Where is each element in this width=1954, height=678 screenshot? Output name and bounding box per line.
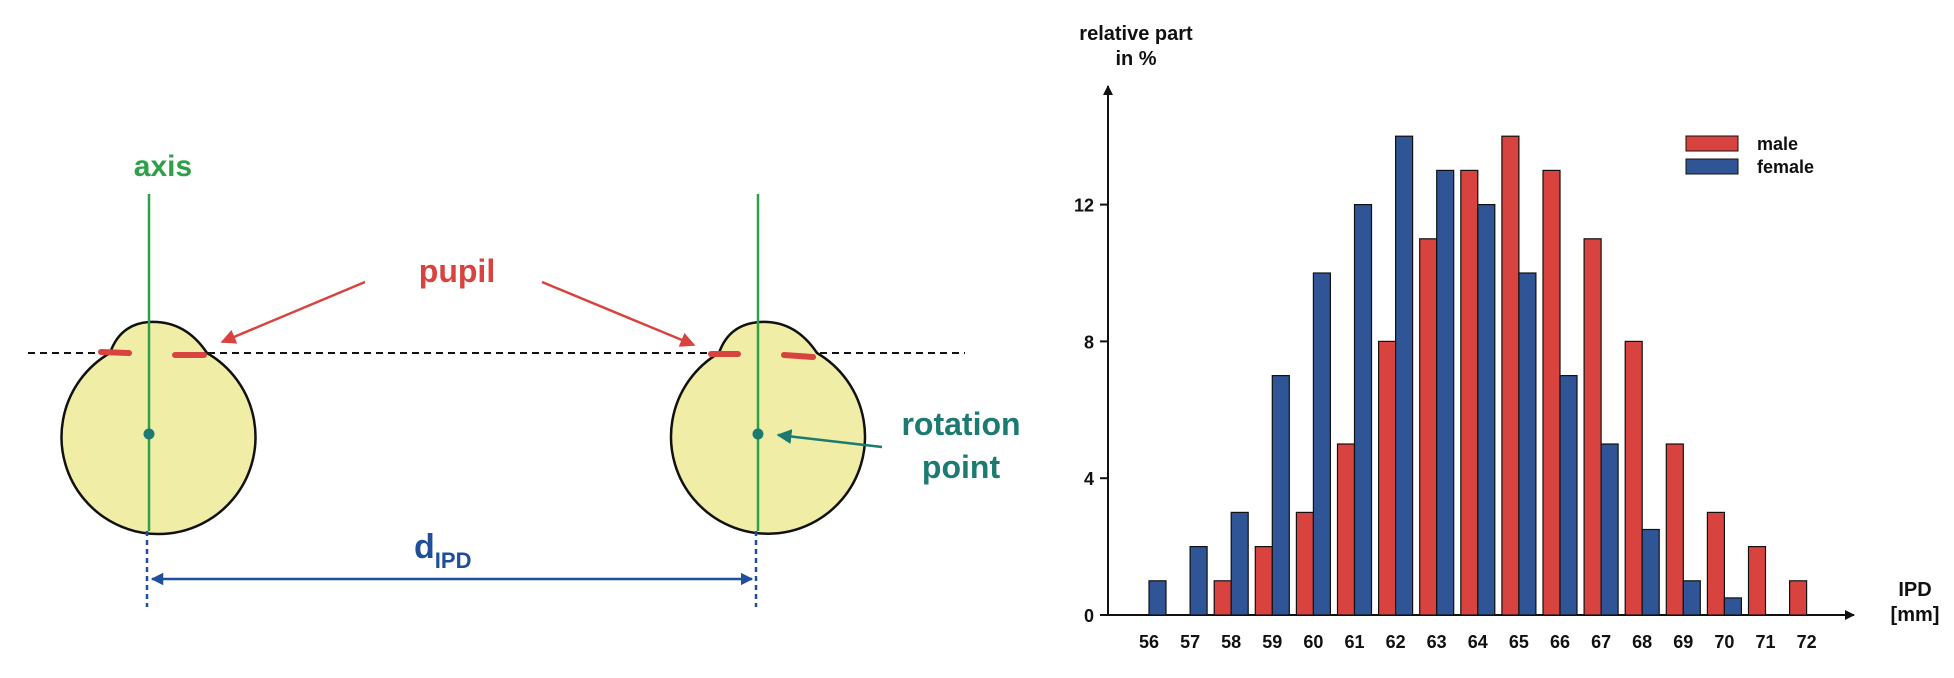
legend: male female xyxy=(1685,134,1814,177)
bar-female-61 xyxy=(1353,204,1373,616)
y-axis-label-line2: in % xyxy=(1115,48,1156,70)
x-tick-label: 71 xyxy=(1755,632,1775,652)
ipd-distance-label: dIPD xyxy=(414,528,471,573)
ipd-distance-subscript: IPD xyxy=(435,548,472,573)
right-eye-outline xyxy=(669,320,867,535)
legend-swatch-female xyxy=(1685,158,1739,175)
left-pupil-mark-left xyxy=(98,349,132,356)
bar-male-60 xyxy=(1295,511,1315,616)
bar-female-58 xyxy=(1230,511,1249,616)
x-tick-label: 68 xyxy=(1632,632,1652,652)
y-axis-label-line1: relative part xyxy=(1079,23,1193,45)
x-tick-label: 69 xyxy=(1673,632,1693,652)
bar-male-72 xyxy=(1788,580,1808,616)
bar-female-63 xyxy=(1436,169,1455,616)
bar-female-62 xyxy=(1394,135,1414,616)
right-pupil-mark-right xyxy=(781,352,816,360)
x-tick-label: 58 xyxy=(1221,632,1241,652)
x-tick-label: 70 xyxy=(1714,632,1734,652)
bar-female-56 xyxy=(1148,580,1167,616)
left-eye-outline xyxy=(60,320,257,536)
bar-male-65 xyxy=(1501,135,1520,616)
bar-male-58 xyxy=(1213,580,1232,616)
bar-female-60 xyxy=(1312,272,1332,616)
ipd-histogram: relative part in % IPD [mm] 0 4 8 12 56 57 58… xyxy=(1074,23,1939,652)
bar-female-57 xyxy=(1189,545,1208,616)
bar-female-69 xyxy=(1682,580,1701,616)
left-eye xyxy=(60,194,257,607)
bar-male-71 xyxy=(1747,545,1767,616)
rotation-point-label-line2: point xyxy=(922,449,1001,485)
legend-label-female: female xyxy=(1757,157,1814,177)
ipd-diagram: axis pupil rotation point dIPD xyxy=(28,150,1021,607)
y-tick-label: 8 xyxy=(1084,332,1094,352)
bar-male-63 xyxy=(1419,238,1438,616)
rotation-point-label-line1: rotation xyxy=(901,406,1020,442)
bars xyxy=(1148,135,1808,616)
x-tick-label: 57 xyxy=(1180,632,1200,652)
bar-male-67 xyxy=(1583,238,1602,616)
bar-male-64 xyxy=(1460,169,1479,616)
x-tick-label: 60 xyxy=(1303,632,1323,652)
bar-male-66 xyxy=(1542,169,1561,616)
left-rotation-point xyxy=(143,428,155,440)
right-rotation-point xyxy=(752,428,764,440)
legend-label-male: male xyxy=(1757,134,1798,154)
x-tick-label: 64 xyxy=(1468,632,1488,652)
bar-female-64 xyxy=(1477,204,1496,616)
x-tick-label: 59 xyxy=(1262,632,1282,652)
x-ticks: 56 57 58 59 60 61 62 63 64 65 66 67 68 69 70 71 72 xyxy=(1139,632,1817,652)
bar-female-66 xyxy=(1559,375,1578,616)
x-axis-label-line2: [mm] xyxy=(1891,604,1940,626)
bar-male-70 xyxy=(1706,511,1726,616)
pupil-arrow-right xyxy=(541,280,696,347)
bar-female-59 xyxy=(1271,375,1290,616)
x-tick-label: 65 xyxy=(1509,632,1529,652)
right-eye xyxy=(669,194,867,607)
ipd-distance-main: d xyxy=(414,528,435,566)
bar-male-61 xyxy=(1336,443,1356,616)
bar-male-59 xyxy=(1254,545,1273,616)
bar-male-68 xyxy=(1624,340,1643,616)
bar-male-62 xyxy=(1377,340,1397,616)
x-tick-label: 72 xyxy=(1797,632,1817,652)
bar-male-69 xyxy=(1665,443,1684,616)
y-tick-label: 12 xyxy=(1074,196,1094,216)
x-tick-label: 63 xyxy=(1427,632,1447,652)
x-tick-label: 66 xyxy=(1550,632,1570,652)
y-tick-label: 4 xyxy=(1084,469,1094,489)
legend-swatch-male xyxy=(1685,135,1739,152)
x-tick-label: 61 xyxy=(1344,632,1364,652)
y-ticks: 0 4 8 12 xyxy=(1074,196,1108,626)
axis-label: axis xyxy=(134,150,192,183)
bar-female-70 xyxy=(1723,597,1743,616)
x-tick-label: 67 xyxy=(1591,632,1611,652)
rotation-point-arrow xyxy=(776,429,883,449)
y-tick-label: 0 xyxy=(1084,606,1094,626)
bar-female-68 xyxy=(1641,528,1660,616)
x-tick-label: 62 xyxy=(1386,632,1406,652)
pupil-label: pupil xyxy=(419,253,495,289)
bar-female-67 xyxy=(1600,443,1619,616)
pupil-arrow-left xyxy=(220,280,366,344)
x-tick-label: 56 xyxy=(1139,632,1159,652)
x-axis-label-line1: IPD xyxy=(1898,579,1931,601)
bar-female-65 xyxy=(1518,272,1537,616)
